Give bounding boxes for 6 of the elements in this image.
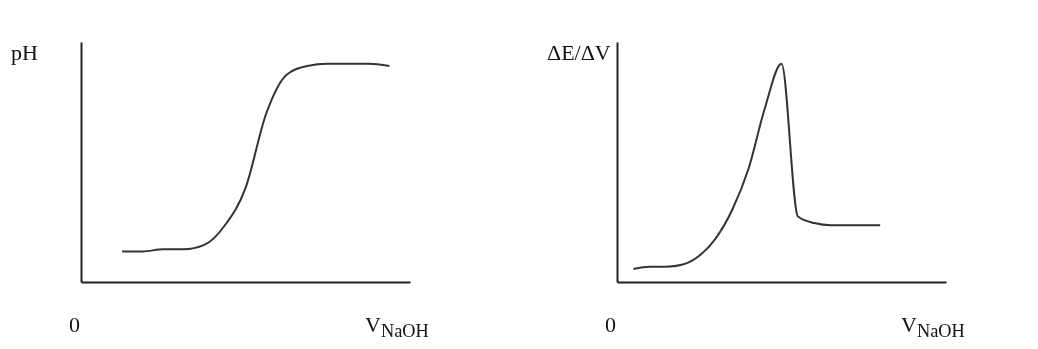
x-axis-title: V$_{NaOH}$ <box>901 312 965 343</box>
y-axis-title: pH <box>11 40 38 66</box>
text: 0 <box>605 312 616 338</box>
text: 0 <box>69 312 80 338</box>
x-axis-title: V$_{NaOH}$ <box>365 312 429 343</box>
y-axis-title: ΔE/ΔV <box>547 40 611 66</box>
